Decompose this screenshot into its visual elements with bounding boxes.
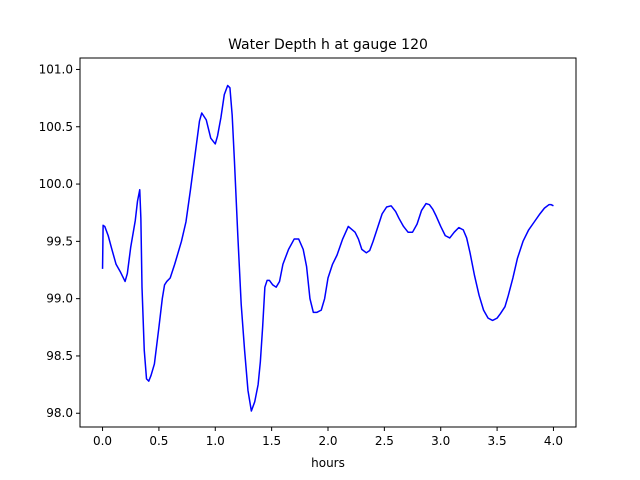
x-tick-label: 3.0 [431,434,450,448]
chart-title: Water Depth h at gauge 120 [228,37,428,53]
x-tick-label: 2.0 [318,434,337,448]
y-tick-label: 98.5 [46,349,73,363]
x-tick-label: 0.5 [149,434,168,448]
y-tick-label: 99.0 [46,292,73,306]
x-tick-label: 2.5 [375,434,394,448]
y-axis: 98.0 98.5 99.0 99.5 100.0 100.5 101.0 [39,62,80,420]
x-tick-label: 4.0 [544,434,563,448]
y-tick-label: 98.0 [46,406,73,420]
y-tick-label: 101.0 [39,62,73,76]
x-axis-label: hours [311,456,345,470]
plot-area [80,58,576,427]
series-layer [101,84,554,412]
x-tick-label: 0.0 [93,434,112,448]
x-tick-label: 1.5 [262,434,281,448]
x-tick-label: 1.0 [206,434,225,448]
y-tick-label: 99.5 [46,234,73,248]
y-tick-label: 100.5 [39,120,73,134]
x-tick-label: 3.5 [488,434,507,448]
x-axis: 0.0 0.5 1.0 1.5 2.0 2.5 3.0 3.5 4.0 [93,427,563,448]
series-line-0 [101,84,554,412]
y-tick-label: 100.0 [39,177,73,191]
